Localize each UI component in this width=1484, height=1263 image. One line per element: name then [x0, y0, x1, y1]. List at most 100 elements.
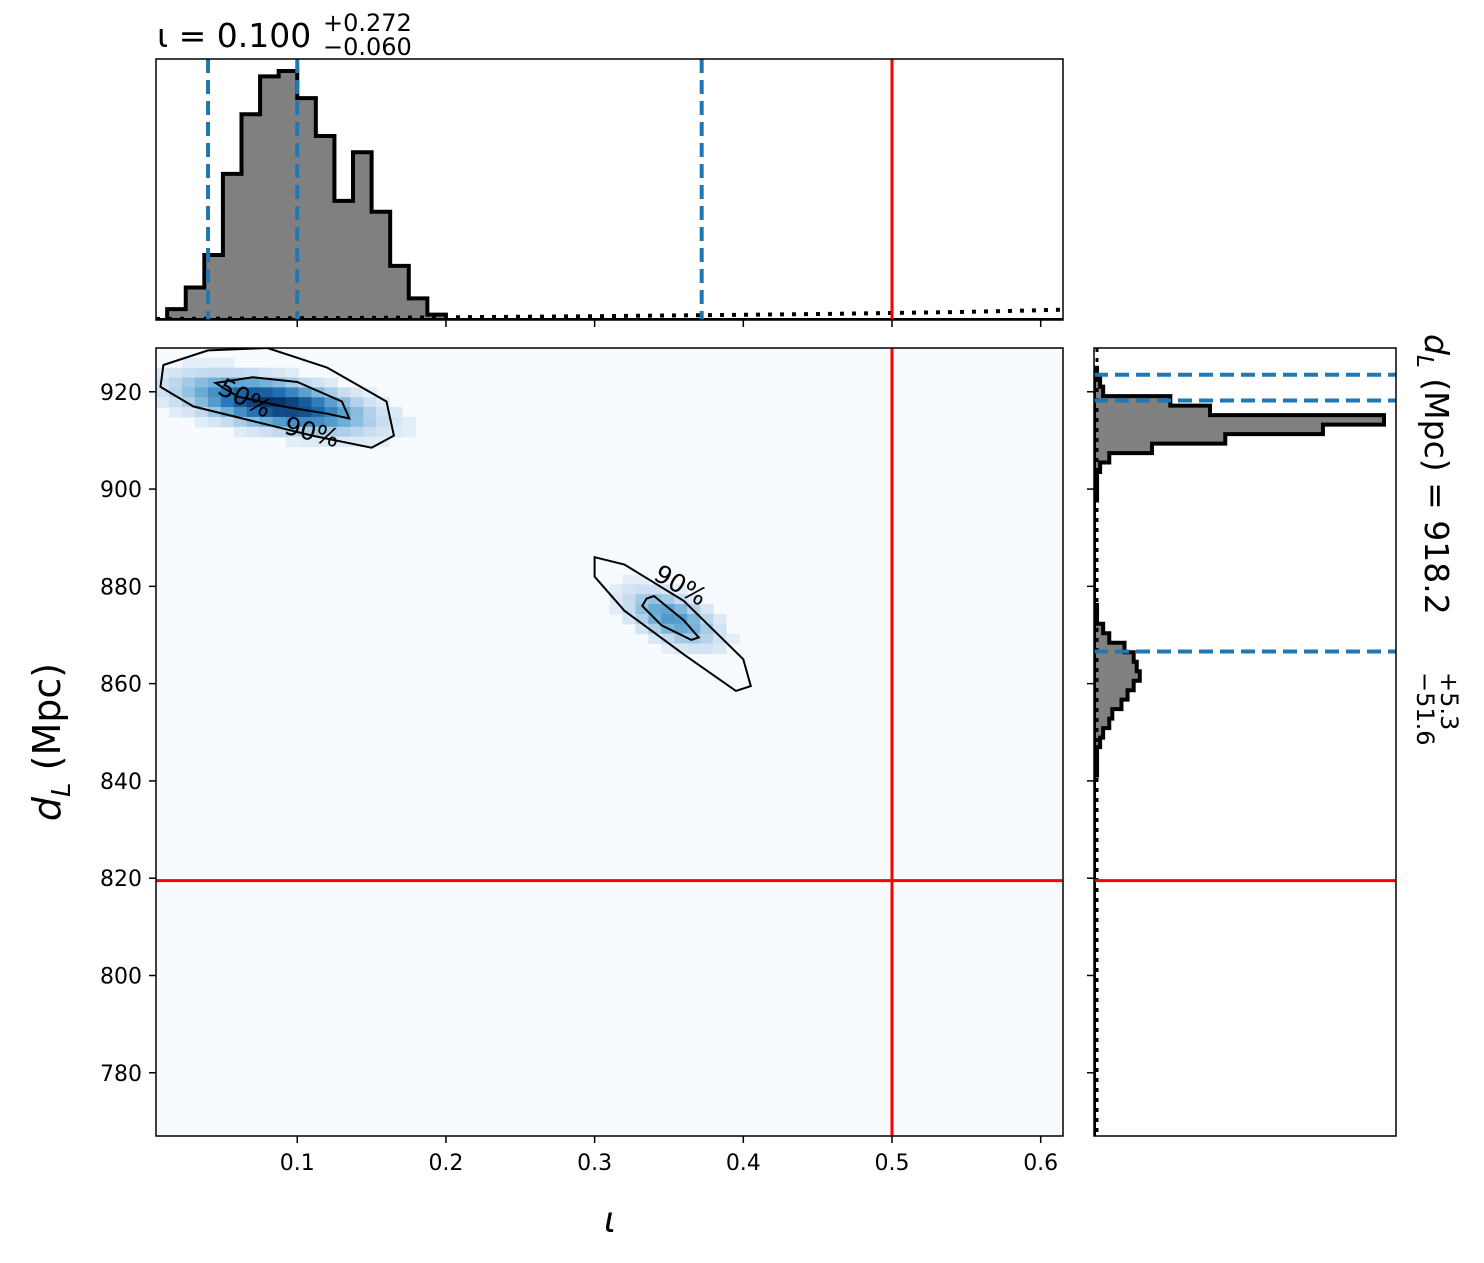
density-cell [259, 416, 274, 428]
density-cell [726, 633, 740, 645]
density-cell [246, 426, 261, 438]
density-cell [259, 407, 274, 418]
density-cell [220, 357, 235, 369]
density-cell [648, 623, 662, 635]
density-cell [402, 416, 416, 428]
density-cell [194, 367, 209, 379]
density-cell [350, 426, 364, 438]
density-cell [181, 357, 196, 369]
density-cell [389, 407, 403, 418]
density-cell [363, 426, 377, 438]
density-cell [661, 594, 675, 605]
x-tick-label: 0.2 [428, 1151, 463, 1176]
credible-contour [212, 376, 351, 420]
density-cell [661, 604, 675, 615]
density-cell [233, 377, 248, 388]
density-cell [298, 377, 313, 388]
density-cell [337, 397, 351, 408]
density-cell [389, 416, 403, 428]
density-cell [713, 613, 727, 625]
dl-histogram [1094, 365, 1386, 1136]
density-cell [285, 426, 300, 438]
density-cell [207, 416, 222, 428]
density-cell [376, 416, 390, 428]
density-cell [363, 416, 377, 428]
density-cell [272, 416, 287, 428]
density-cell [168, 377, 183, 388]
density-cell [272, 367, 287, 379]
density-cell [194, 416, 209, 428]
density-cell [687, 643, 701, 654]
density-cell [194, 407, 209, 418]
density-cell [207, 387, 222, 398]
y-tick-label: 900 [100, 478, 142, 503]
density-cell [233, 407, 248, 418]
density-cell [259, 377, 274, 388]
density-cell [687, 604, 701, 615]
density-cell [609, 584, 624, 595]
density-cell [674, 584, 688, 595]
y-tick-label: 800 [100, 964, 142, 989]
density-cell [661, 643, 675, 654]
density-cell [648, 584, 662, 595]
density-cell [350, 436, 364, 448]
dl-marginal-panel: dL (Mpc) = 918.2 +5.3 −51.6 [1087, 334, 1463, 1137]
joint-density-panel: 50%90%90% 0.1 0.2 0.3 0.4 0.5 0.6780800820840… [25, 347, 1064, 1241]
density-cell [402, 426, 416, 438]
iota-marginal-title: ι = 0.100 [157, 16, 311, 55]
density-cell [674, 623, 688, 635]
x-tick-label: 0.5 [875, 1151, 910, 1176]
density-cell [194, 357, 209, 369]
density-cell [324, 436, 338, 448]
density-cell [220, 387, 235, 398]
density-cell [661, 613, 675, 625]
density-cell [622, 604, 637, 615]
density-cell [298, 436, 313, 448]
density-cell [168, 397, 183, 408]
density-cell [713, 643, 727, 654]
joint-density-frame [156, 348, 1063, 1136]
y-tick-label: 780 [100, 1062, 142, 1087]
density-cell [156, 397, 170, 408]
density-cell [700, 633, 714, 645]
density-cell [272, 377, 287, 388]
density-cell [635, 594, 649, 605]
iota-histogram [156, 69, 1063, 320]
density-cell [246, 397, 261, 408]
density-cell [648, 604, 662, 615]
density-cell [285, 367, 300, 379]
density-cell [181, 407, 196, 418]
density-cell [220, 407, 235, 418]
density-cell [661, 584, 675, 595]
density-cell [363, 397, 377, 408]
iota-title-lower: −0.060 [323, 33, 412, 61]
density-cell [350, 397, 364, 408]
x-tick-label: 0.3 [577, 1151, 612, 1176]
density-cell [298, 426, 313, 438]
density-cell [259, 387, 274, 398]
density-cell [622, 613, 637, 625]
density-cell [635, 604, 649, 615]
density-cell [246, 387, 261, 398]
dl-title-upper: +5.3 [1435, 672, 1463, 730]
density-cell [181, 377, 196, 388]
y-tick-label: 840 [100, 770, 142, 795]
density-cell [220, 367, 235, 379]
density-cell [194, 377, 209, 388]
density-cell [311, 387, 326, 398]
density-cell [311, 426, 326, 438]
density-cell [350, 416, 364, 428]
density-cell [181, 397, 196, 408]
density-cell [622, 594, 637, 605]
density-cell [389, 426, 403, 438]
density-cell [168, 407, 183, 418]
density-cell [700, 613, 714, 625]
density-cell [272, 387, 287, 398]
x-axis-label: ι [604, 1200, 616, 1241]
density-cell [324, 416, 338, 428]
density-cell [363, 436, 377, 448]
density-cell [700, 623, 714, 635]
dl-marginal-title: dL (Mpc) = 918.2 [1411, 334, 1456, 615]
density-cell [635, 613, 649, 625]
